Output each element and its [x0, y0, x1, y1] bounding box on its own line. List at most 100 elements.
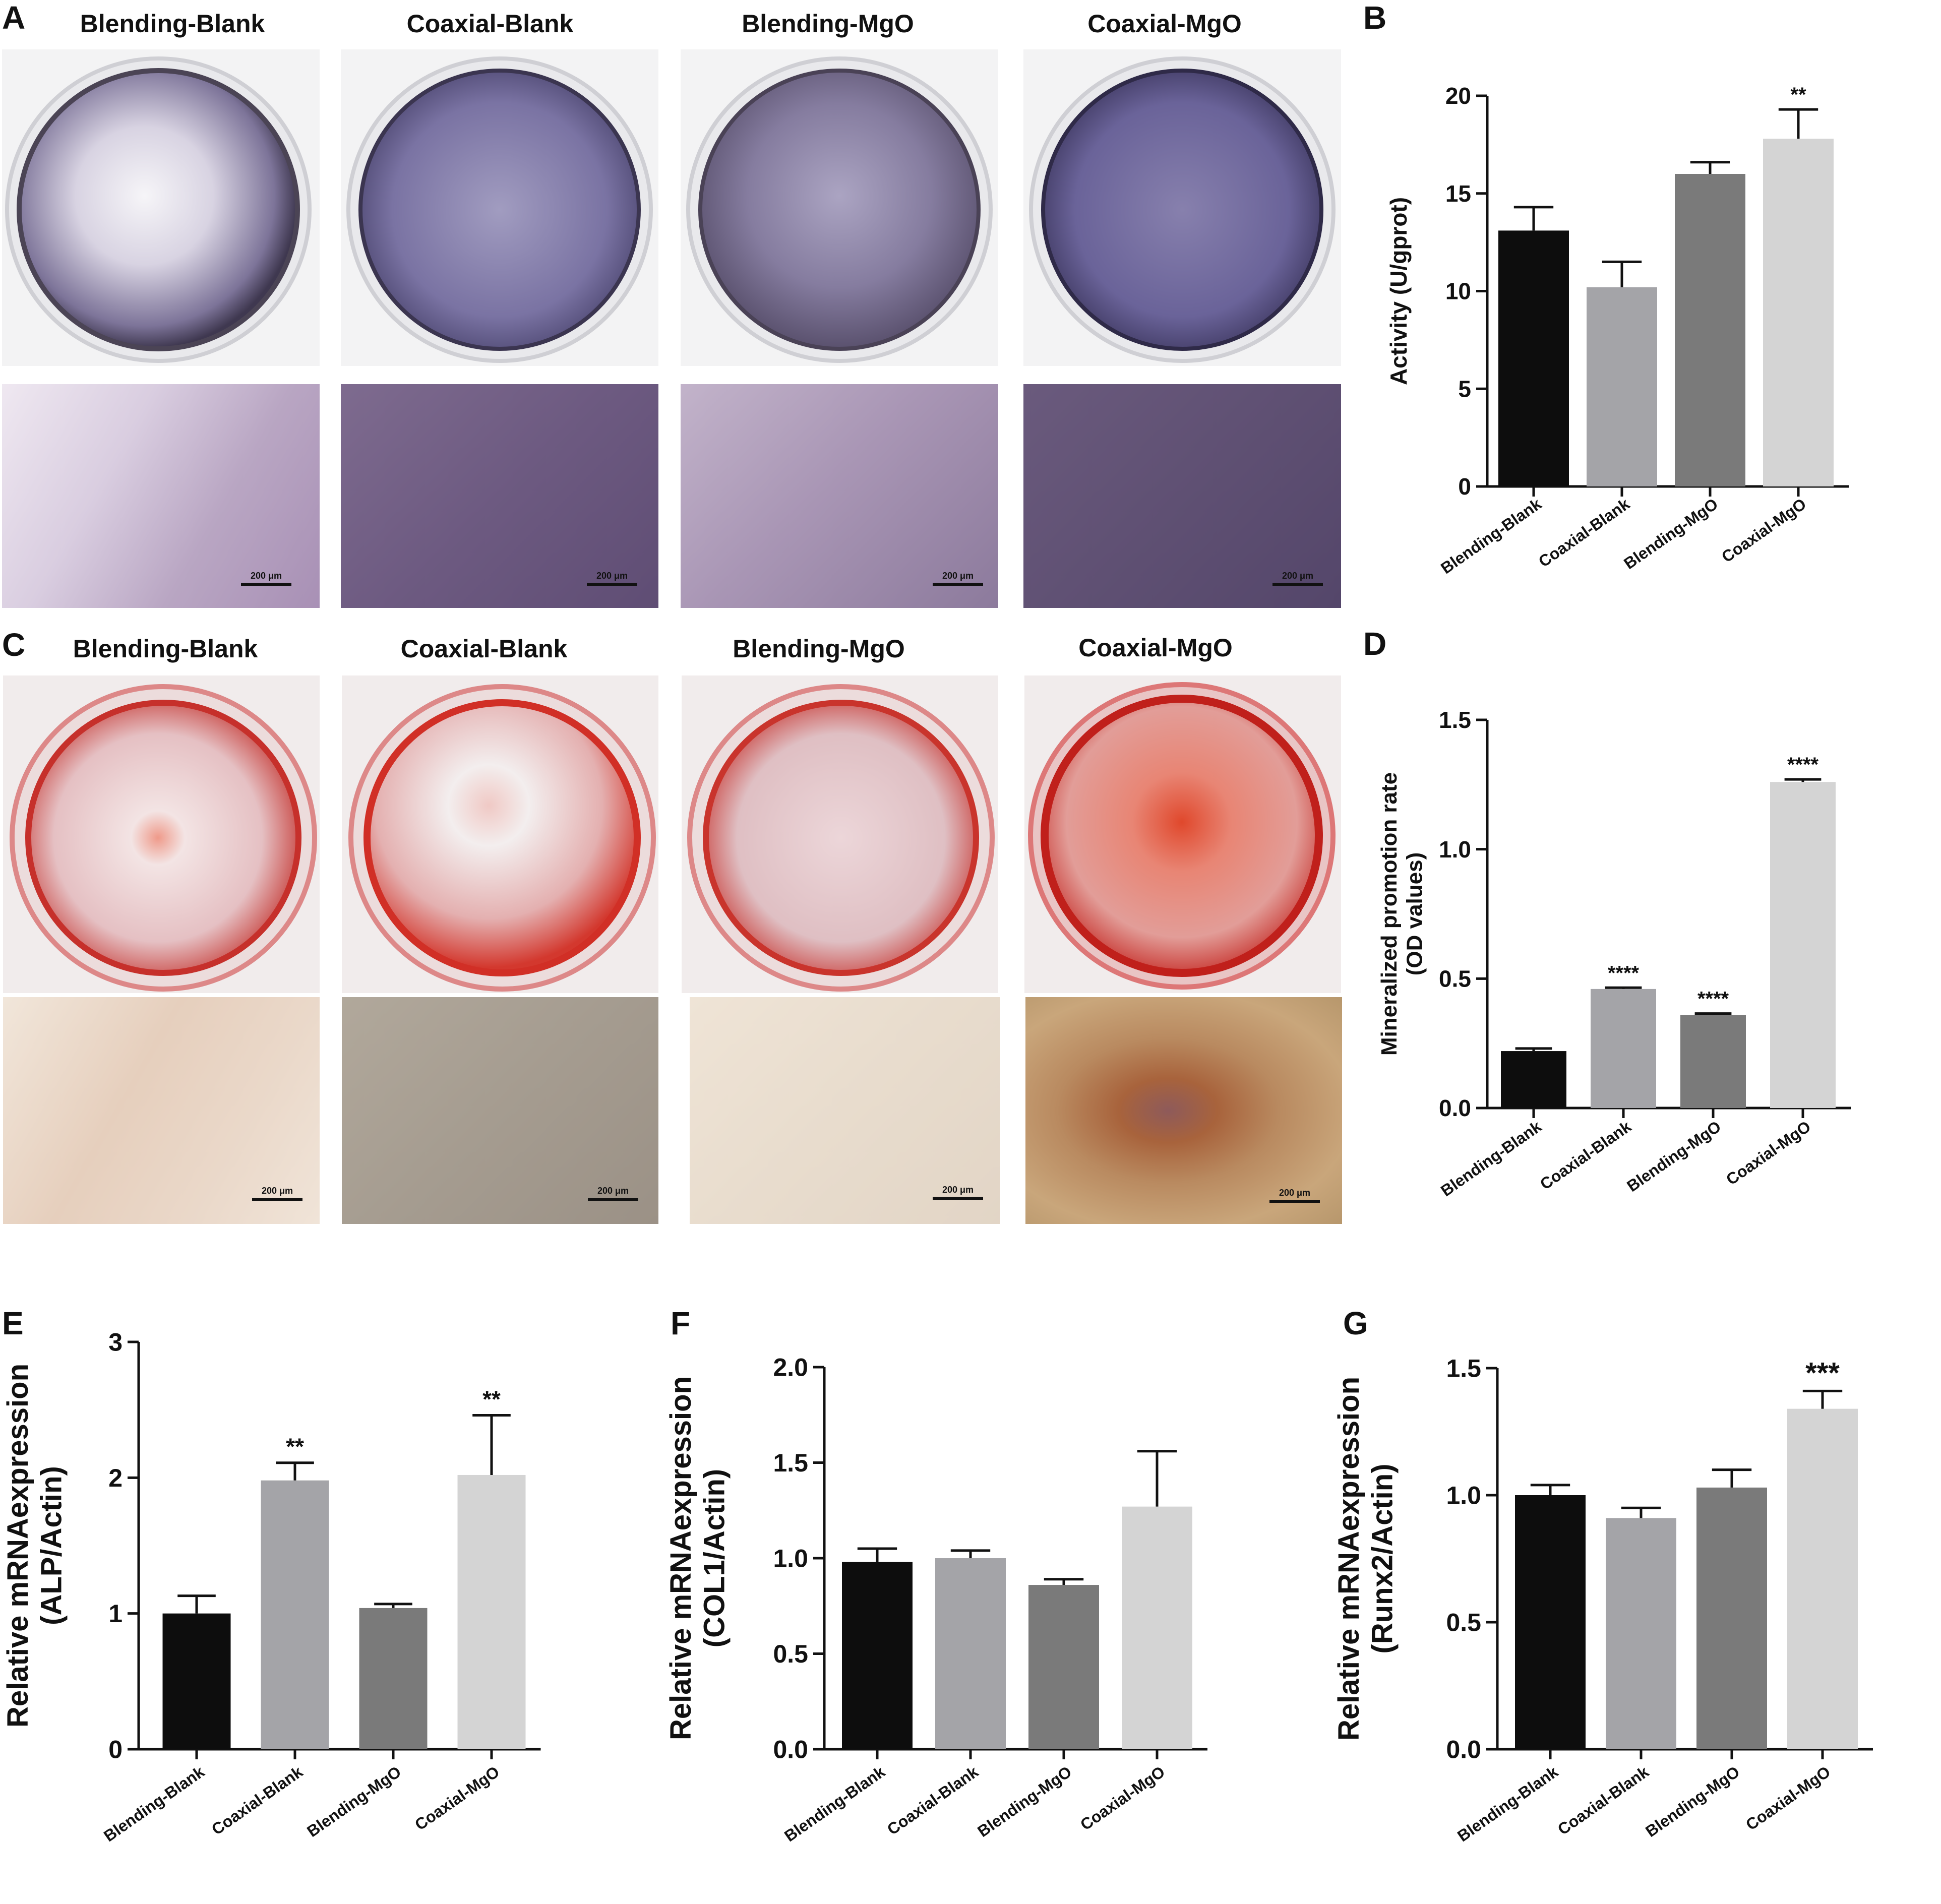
significance-label: *** — [1805, 1357, 1840, 1389]
bar-blending-blank — [162, 1613, 231, 1749]
y-axis-label: (OD values) — [1403, 852, 1427, 976]
bar-coaxial-mgo — [1763, 139, 1834, 486]
y-tick-label: 1.0 — [1439, 836, 1471, 863]
y-tick-label: 0.0 — [1446, 1736, 1481, 1764]
y-tick-label: 1.5 — [1439, 707, 1471, 733]
bar-coaxial-blank — [261, 1480, 329, 1749]
panel-c-title-blending-mgo: Blending-MgO — [733, 635, 905, 663]
y-axis-label: Relative mRNAexpression — [2, 1364, 34, 1728]
x-tick-label: Blending-MgO — [304, 1762, 404, 1840]
alp-well-image-blending-blank — [2, 49, 320, 366]
y-tick-label: 5 — [1458, 376, 1471, 402]
scale-bar-label: 200 μm — [942, 1185, 974, 1195]
panel-c-title-coaxial-blank: Coaxial-Blank — [400, 635, 568, 663]
x-tick-label: Blending-Blank — [781, 1762, 888, 1845]
ars-well-image-coaxial-mgo — [1024, 675, 1341, 993]
bar-coaxial-blank — [1587, 287, 1657, 486]
panel-a-title-coaxial-blank: Coaxial-Blank — [406, 10, 574, 38]
scale-bar-a3: 200 μm — [933, 571, 983, 588]
ars-well-image-coaxial-blank — [342, 675, 658, 993]
x-tick-label: Blending-Blank — [100, 1762, 208, 1845]
significance-label: **** — [1697, 988, 1729, 1010]
scale-bar-label: 200 μm — [942, 571, 974, 581]
y-axis-label: Relative mRNAexpression — [1332, 1377, 1365, 1741]
bar-coaxial-mgo — [457, 1475, 526, 1749]
alp-micrograph-blending-mgo — [681, 384, 998, 608]
scale-bar-c2: 200 μm — [588, 1186, 638, 1203]
bar-blending-mgo — [1680, 1015, 1746, 1108]
panel-a-title-blending-mgo: Blending-MgO — [742, 10, 914, 38]
significance-label: **** — [1787, 754, 1819, 776]
x-tick-label: Coaxial-Blank — [208, 1762, 306, 1838]
bar-coaxial-mgo — [1122, 1506, 1192, 1749]
scale-bar-label: 200 μm — [261, 1186, 293, 1196]
panel-label-g: G — [1343, 1305, 1368, 1341]
y-tick-label: 1.5 — [1446, 1355, 1481, 1383]
alp-well-image-coaxial-blank — [341, 49, 658, 366]
y-tick-label: 20 — [1445, 83, 1471, 109]
bar-blending-blank — [1515, 1495, 1586, 1749]
x-tick-label: Blending-MgO — [1642, 1762, 1743, 1840]
panel-label-d: D — [1363, 626, 1387, 662]
y-axis-label: (ALP/Actin) — [35, 1466, 68, 1625]
x-tick-label: Coaxial-MgO — [1077, 1762, 1168, 1834]
bar-blending-blank — [1501, 1051, 1566, 1108]
significance-label: **** — [1608, 962, 1640, 984]
panel-a-title-blending-blank: Blending-Blank — [80, 10, 265, 38]
y-tick-label: 0 — [108, 1736, 123, 1764]
y-axis-label: Mineralized promotion rate — [1377, 772, 1402, 1056]
scale-bar-a2: 200 μm — [587, 571, 637, 588]
significance-label: ** — [1790, 84, 1806, 106]
panel-label-e: E — [2, 1305, 24, 1341]
y-tick-label: 0.0 — [1439, 1095, 1471, 1121]
x-tick-label: Blending-MgO — [1623, 1117, 1724, 1195]
bar-blending-mgo — [1675, 174, 1745, 486]
scale-bar-a4: 200 μm — [1272, 571, 1323, 588]
chart-g-runx2-mrna: 0.0 0.5 1.0 1.5 Relative mRNAexpression (Runx… — [1332, 1355, 1873, 1845]
panel-label-f: F — [671, 1305, 691, 1341]
alp-micrograph-coaxial-blank — [341, 384, 658, 608]
y-axis-label: (COL1/Actin) — [698, 1469, 731, 1647]
y-tick-label: 0.5 — [1446, 1609, 1481, 1637]
y-tick-label: 0.5 — [1439, 965, 1471, 992]
chart-b-alp-activity: 0 5 10 15 20 Activity (U/gprot) Blending-Blank… — [1385, 83, 1849, 577]
y-tick-label: 15 — [1445, 180, 1471, 207]
panel-label-c: C — [2, 627, 26, 663]
alp-micrograph-coaxial-mgo — [1023, 384, 1341, 608]
bar-blending-blank — [842, 1562, 913, 1749]
scale-bar-label: 200 μm — [597, 1186, 629, 1196]
significance-label: ** — [482, 1386, 501, 1412]
y-tick-label: 2.0 — [773, 1354, 808, 1382]
y-tick-label: 0 — [1458, 473, 1471, 500]
bar-blending-mgo — [359, 1608, 428, 1749]
x-tick-label: Coaxial-MgO — [1742, 1762, 1834, 1834]
x-tick-label: Blending-Blank — [1437, 1117, 1545, 1200]
scale-bar-c1: 200 μm — [252, 1186, 302, 1203]
bar-coaxial-mgo — [1770, 782, 1836, 1108]
bar-blending-mgo — [1696, 1487, 1767, 1749]
y-tick-label: 1.5 — [773, 1449, 808, 1477]
alp-well-image-coaxial-mgo — [1023, 49, 1341, 366]
y-tick-label: 0.0 — [773, 1736, 808, 1764]
x-tick-label: Coaxial-Blank — [1554, 1762, 1652, 1838]
bar-blending-mgo — [1028, 1585, 1099, 1749]
scale-bar-label: 200 μm — [1279, 1188, 1311, 1198]
bar-coaxial-blank — [1606, 1518, 1676, 1749]
y-axis-label: Activity (U/gprot) — [1385, 197, 1412, 385]
x-tick-label: Coaxial-MgO — [411, 1762, 503, 1834]
y-tick-label: 3 — [108, 1328, 123, 1357]
alp-well-image-blending-mgo — [681, 49, 998, 366]
scale-bar-a1: 200 μm — [241, 571, 291, 588]
panel-a-title-coaxial-mgo: Coaxial-MgO — [1087, 10, 1242, 38]
x-tick-label: Blending-MgO — [1620, 495, 1721, 573]
chart-f-col1-mrna: 0.0 0.5 1.0 1.5 2.0 Relative mRNAexpression (C… — [664, 1354, 1207, 1845]
scale-bar-label: 200 μm — [596, 571, 628, 581]
y-tick-label: 2 — [108, 1464, 123, 1492]
x-tick-label: Blending-MgO — [974, 1762, 1075, 1840]
y-tick-label: 0.5 — [773, 1640, 808, 1668]
y-tick-label: 10 — [1445, 278, 1471, 304]
scale-bar-label: 200 μm — [250, 571, 282, 581]
x-tick-label: Coaxial-Blank — [1537, 1117, 1634, 1193]
ars-micrograph-blending-mgo — [690, 997, 1000, 1224]
ars-micrograph-coaxial-blank — [342, 997, 658, 1224]
